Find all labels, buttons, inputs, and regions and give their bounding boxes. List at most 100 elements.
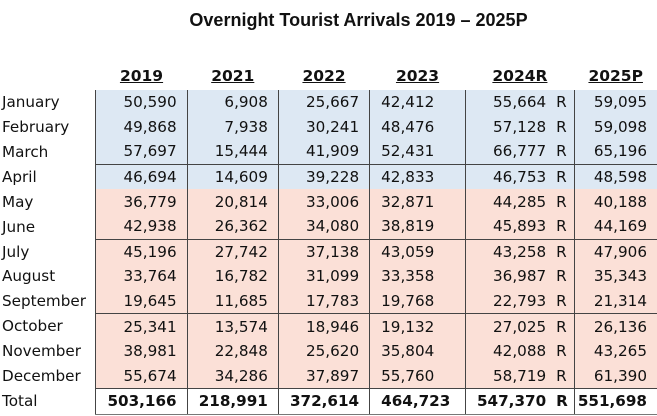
value-2023: 464,723: [369, 388, 466, 415]
value-2024r: 58,719: [464, 363, 557, 389]
value-2019: 55,674: [95, 363, 188, 389]
value-2023: 52,431: [369, 139, 466, 165]
month-cell: February: [0, 114, 96, 140]
header-month: [0, 62, 96, 90]
value-2025p: 35,343: [573, 264, 657, 289]
value-2019: 36,779: [95, 189, 188, 214]
value-2024r: 27,025: [464, 313, 557, 339]
value-2019: 19,645: [95, 288, 188, 314]
month-cell: October: [0, 313, 96, 339]
table-row: January 50,590 6,908 25,667 42,412 55,664 R 59,…: [0, 90, 657, 115]
value-2023: 43,059: [369, 238, 466, 265]
value-2022: 25,620: [277, 338, 370, 364]
revised-flag: R: [556, 313, 575, 339]
value-2021: 11,685: [186, 288, 279, 314]
value-2024r: 46,753: [464, 163, 557, 190]
value-2019: 25,341: [95, 313, 188, 339]
value-2023: 35,804: [369, 338, 466, 364]
value-2025p: 65,196: [573, 139, 657, 165]
value-2021: 22,848: [186, 338, 279, 364]
month-cell: June: [0, 213, 96, 240]
table-title: Overnight Tourist Arrivals 2019 – 2025P: [189, 10, 528, 30]
revised-flag: R: [556, 238, 575, 265]
value-2024r: 66,777: [464, 139, 557, 165]
value-2025p: 59,095: [573, 90, 657, 115]
value-2021: 26,362: [186, 213, 279, 240]
revised-flag: R: [556, 363, 575, 389]
month-cell: April: [0, 164, 96, 190]
header-2023: 2023: [395, 67, 440, 85]
value-2022: 37,138: [277, 238, 370, 265]
value-2025p: 26,136: [573, 313, 657, 339]
month-cell: January: [0, 90, 96, 115]
value-2019: 49,868: [95, 114, 188, 140]
value-2022: 18,946: [277, 313, 370, 339]
value-2021: 27,742: [186, 238, 279, 265]
header-row: 2019 2021 2022 2023 2024R 2025P: [0, 62, 657, 90]
month-cell: November: [0, 338, 96, 364]
table-row: September 19,645 11,685 17,783 19,768 22,793 R…: [0, 288, 657, 314]
value-2024r: 36,987: [464, 264, 557, 289]
value-2024r: 42,088: [464, 338, 557, 364]
value-2025p: 59,098: [573, 114, 657, 140]
value-2019: 46,694: [95, 163, 188, 190]
value-2021: 15,444: [186, 139, 279, 165]
value-2023: 42,833: [369, 163, 466, 190]
value-2022: 30,241: [277, 114, 370, 140]
value-2022: 41,909: [277, 139, 370, 165]
value-2023: 42,412: [369, 90, 466, 115]
revised-flag: R: [556, 139, 575, 165]
month-cell: July: [0, 239, 96, 265]
value-2019: 57,697: [95, 139, 188, 165]
value-2019: 503,166: [95, 388, 188, 415]
value-2023: 38,819: [369, 213, 466, 240]
value-2021: 7,938: [186, 114, 279, 140]
value-2025p: 551,698: [573, 388, 657, 415]
revised-flag: R: [556, 388, 575, 415]
value-2025p: 21,314: [573, 288, 657, 314]
table-row: February 49,868 7,938 30,241 48,476 57,128 R 59…: [0, 114, 657, 140]
value-2024r: 55,664: [464, 90, 557, 115]
value-2021: 218,991: [186, 388, 279, 415]
table-row: March 57,697 15,444 41,909 52,431 66,777 R 65,1…: [0, 139, 657, 165]
tourist-arrivals-table: 2019 2021 2022 2023 2024R 2025P January 5…: [0, 62, 657, 415]
value-2023: 33,358: [369, 264, 466, 289]
value-2021: 13,574: [186, 313, 279, 339]
value-2021: 20,814: [186, 189, 279, 214]
header-2024r: 2024R: [492, 67, 548, 85]
value-2024r: 43,258: [464, 238, 557, 265]
header-2021: 2021: [211, 67, 255, 85]
value-2023: 32,871: [369, 189, 466, 214]
value-2019: 42,938: [95, 213, 188, 240]
value-2023: 19,768: [369, 288, 466, 314]
month-cell: May: [0, 189, 96, 214]
revised-flag: R: [556, 114, 575, 140]
value-2025p: 47,906: [573, 238, 657, 265]
header-2022: 2022: [302, 67, 346, 85]
table-row: June 42,938 26,362 34,080 38,819 45,893 R 44,16…: [0, 213, 657, 240]
value-2019: 50,590: [95, 90, 188, 115]
table-row: May 36,779 20,814 33,006 32,871 44,285 R 40,188: [0, 189, 657, 214]
value-2019: 45,196: [95, 238, 188, 265]
value-2024r: 22,793: [464, 288, 557, 314]
value-2022: 17,783: [277, 288, 370, 314]
revised-flag: R: [556, 213, 575, 240]
value-2022: 39,228: [277, 163, 370, 190]
value-2021: 14,609: [186, 163, 279, 190]
header-2019: 2019: [119, 67, 164, 85]
table-row: November 38,981 22,848 25,620 35,804 42,088 R 4…: [0, 338, 657, 364]
value-2025p: 61,390: [573, 363, 657, 389]
value-2019: 38,981: [95, 338, 188, 364]
month-cell: March: [0, 139, 96, 165]
value-2022: 25,667: [277, 90, 370, 115]
value-2021: 16,782: [186, 264, 279, 289]
value-2021: 6,908: [186, 90, 279, 115]
month-cell: December: [0, 363, 96, 389]
value-2022: 31,099: [277, 264, 370, 289]
value-2023: 48,476: [369, 114, 466, 140]
revised-flag: R: [556, 163, 575, 190]
revised-flag: R: [556, 288, 575, 314]
revised-flag: R: [556, 189, 575, 214]
value-2024r: 45,893: [464, 213, 557, 240]
header-2025p: 2025P: [588, 67, 643, 85]
